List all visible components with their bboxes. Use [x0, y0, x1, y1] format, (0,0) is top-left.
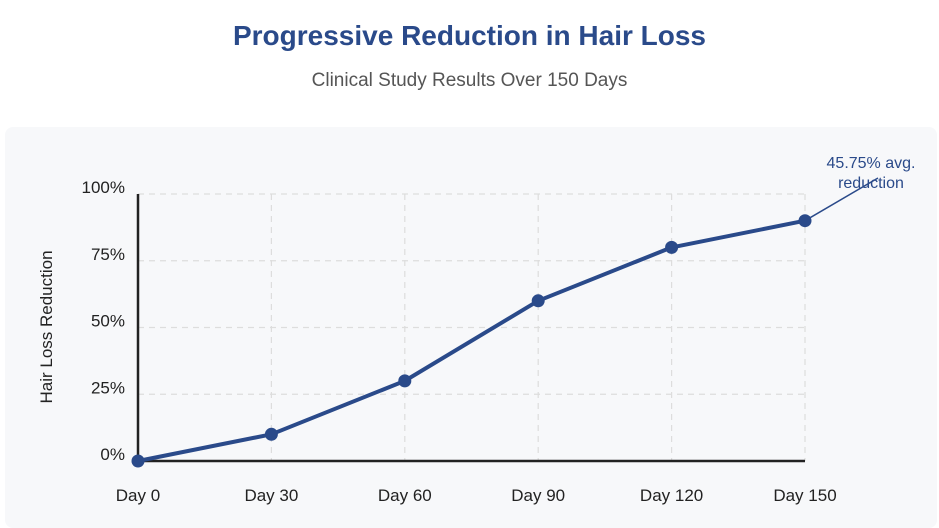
- series-line: [136, 218, 807, 463]
- x-tick-label: Day 90: [511, 486, 565, 505]
- x-tick-label: Day 150: [773, 486, 836, 505]
- data-point[interactable]: [398, 374, 412, 388]
- y-axis-title: Hair Loss Reduction: [37, 250, 56, 403]
- data-point[interactable]: [531, 294, 545, 308]
- x-tick-label: Day 0: [116, 486, 160, 505]
- annotation-leader-line: [804, 177, 879, 222]
- axes-layer: [136, 194, 805, 463]
- annotation-line-1: 45.75% avg.: [827, 155, 916, 172]
- x-tick-label: Day 60: [378, 486, 432, 505]
- y-tick-label: 100%: [82, 178, 125, 197]
- points-layer: [131, 214, 812, 468]
- grid-layer: [138, 193, 806, 461]
- y-tick-label: 0%: [100, 445, 125, 464]
- x-tick-label: Day 120: [640, 486, 703, 505]
- annotation-line-2: reduction: [838, 175, 904, 192]
- chart-title: Progressive Reduction in Hair Loss: [232, 20, 707, 51]
- y-tick-label: 25%: [91, 378, 125, 397]
- y-tick-label: 75%: [91, 245, 125, 264]
- data-point[interactable]: [131, 454, 145, 468]
- x-tick-label: Day 30: [244, 486, 298, 505]
- data-point[interactable]: [665, 240, 679, 254]
- data-point[interactable]: [264, 427, 278, 441]
- line-layer: [136, 218, 807, 463]
- chart-subtitle: Clinical Study Results Over 150 Days: [311, 70, 628, 91]
- y-tick-label: 50%: [91, 312, 125, 331]
- labels-layer: 0% 25% 50% 75% 100% Day 0 Day 30 Day 60 Day 90 Da…: [82, 178, 837, 505]
